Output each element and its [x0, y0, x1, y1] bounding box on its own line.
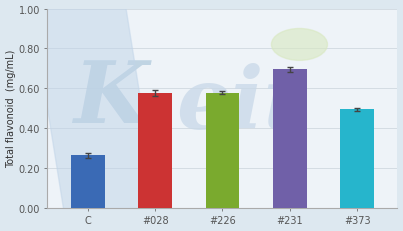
Bar	[273, 70, 307, 208]
Bar	[138, 94, 172, 208]
Bar	[206, 93, 239, 208]
Bar	[71, 156, 105, 208]
Bar	[340, 110, 374, 208]
Text: eit: eit	[177, 63, 303, 146]
Circle shape	[272, 29, 328, 61]
Text: K: K	[73, 57, 148, 140]
Polygon shape	[30, 0, 160, 218]
Y-axis label: Total flavonoid  (mg/mL): Total flavonoid (mg/mL)	[6, 50, 16, 168]
